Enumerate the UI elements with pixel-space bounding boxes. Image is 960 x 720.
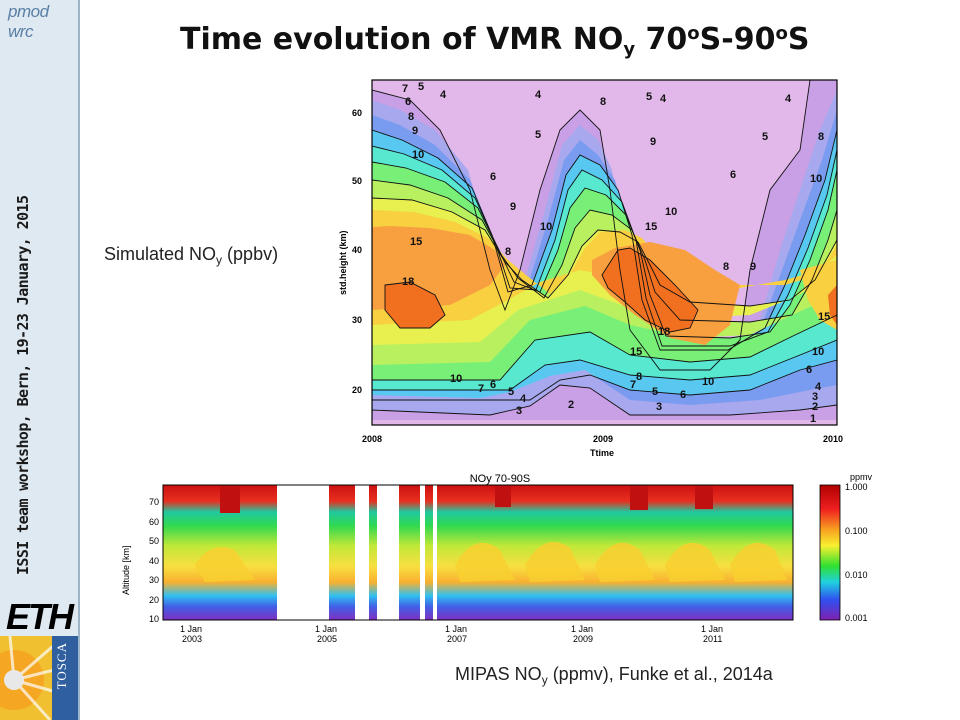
- svg-text:8: 8: [723, 261, 729, 273]
- mipas-y-30: 30: [149, 575, 159, 585]
- mipas-x-tick-2003: 2003: [182, 634, 202, 644]
- svg-text:8: 8: [636, 371, 642, 383]
- tosca-logo: [0, 636, 78, 720]
- svg-text:5: 5: [418, 81, 424, 93]
- mipas-x-tick-2005-top: 1 Jan: [315, 624, 337, 634]
- colorbar-tick-1: 1.000: [845, 482, 868, 492]
- svg-text:10: 10: [812, 346, 824, 358]
- mipas-y-label: Altitude [km]: [121, 545, 131, 595]
- page-title: Time evolution of VMR NOy 70oS-90oS: [180, 22, 810, 60]
- colorbar-title: ppmv: [850, 472, 873, 482]
- colorbar: [819, 484, 841, 621]
- svg-text:10: 10: [540, 221, 552, 233]
- y-tick-20: 20: [352, 385, 362, 395]
- simulated-label: Simulated NOy (ppbv): [104, 244, 279, 267]
- mipas-y-40: 40: [149, 556, 159, 566]
- y-tick-30: 30: [352, 315, 362, 325]
- svg-text:5: 5: [508, 386, 514, 398]
- svg-text:18: 18: [658, 326, 670, 338]
- x-axis-label: Ttime: [590, 448, 614, 458]
- svg-text:6: 6: [730, 169, 736, 181]
- svg-text:10: 10: [450, 373, 462, 385]
- svg-text:2: 2: [568, 399, 574, 411]
- svg-text:9: 9: [510, 201, 516, 213]
- colorbar-tick-2: 0.100: [845, 526, 868, 536]
- svg-text:15: 15: [645, 221, 657, 233]
- x-tick-2010: 2010: [823, 434, 843, 444]
- mipas-x-tick-2005: 2005: [317, 634, 337, 644]
- svg-text:7: 7: [402, 83, 408, 95]
- y-axis-label: std.height (km): [338, 230, 348, 295]
- y-tick-40: 40: [352, 245, 362, 255]
- svg-text:4: 4: [535, 89, 542, 101]
- x-tick-2009: 2009: [593, 434, 613, 444]
- svg-text:4: 4: [520, 393, 527, 405]
- svg-text:7: 7: [630, 379, 636, 391]
- mipas-y-10: 10: [149, 614, 159, 624]
- mipas-y-60: 60: [149, 517, 159, 527]
- svg-text:3: 3: [812, 391, 818, 403]
- mipas-x-tick-2011-top: 1 Jan: [701, 624, 723, 634]
- svg-text:4: 4: [815, 381, 822, 393]
- svg-text:4: 4: [660, 93, 667, 105]
- mipas-x-tick-2011: 2011: [703, 634, 722, 644]
- mipas-x-tick-2009-top: 1 Jan: [571, 624, 593, 634]
- svg-text:6: 6: [490, 171, 496, 183]
- svg-text:8: 8: [408, 111, 414, 123]
- svg-text:6: 6: [680, 389, 686, 401]
- svg-text:4: 4: [785, 93, 792, 105]
- svg-text:8: 8: [600, 96, 606, 108]
- svg-text:15: 15: [818, 311, 830, 323]
- svg-text:15: 15: [630, 346, 642, 358]
- svg-text:5: 5: [646, 91, 652, 103]
- svg-text:5: 5: [762, 131, 768, 143]
- svg-text:10: 10: [412, 149, 424, 161]
- mipas-x-tick-2003-top: 1 Jan: [180, 624, 202, 634]
- svg-text:2: 2: [812, 401, 818, 413]
- colorbar-tick-3: 0.010: [845, 570, 868, 580]
- mipas-chart: NOy 70-90S 10 20 30 40 50 60 70 Altitude…: [121, 472, 873, 644]
- svg-text:15: 15: [410, 236, 422, 248]
- mipas-y-70: 70: [149, 497, 159, 507]
- svg-text:7: 7: [478, 383, 484, 395]
- svg-text:3: 3: [516, 405, 522, 417]
- mipas-y-20: 20: [149, 595, 159, 605]
- y-tick-60: 60: [352, 108, 362, 118]
- svg-text:18: 18: [402, 276, 414, 288]
- svg-text:5: 5: [535, 129, 541, 141]
- svg-text:10: 10: [810, 173, 822, 185]
- svg-text:10: 10: [702, 376, 714, 388]
- sidebar: pmod wrc ISSI team workshop, Bern, 19-23…: [0, 0, 80, 720]
- y-tick-50: 50: [352, 176, 362, 186]
- mipas-y-50: 50: [149, 536, 159, 546]
- mipas-x-tick-2007: 2007: [447, 634, 467, 644]
- svg-text:8: 8: [818, 131, 824, 143]
- mipas-title: NOy 70-90S: [470, 473, 531, 485]
- mipas-x-tick-2007-top: 1 Jan: [445, 624, 467, 634]
- svg-text:6: 6: [806, 364, 812, 376]
- x-tick-2008: 2008: [362, 434, 382, 444]
- pmod-wrc-logo: pmod wrc: [8, 2, 49, 41]
- workshop-caption: ISSI team workshop, Bern, 19-23 January,…: [14, 195, 32, 575]
- svg-text:4: 4: [440, 89, 447, 101]
- eth-logo: ETH: [6, 596, 74, 637]
- colorbar-tick-4: 0.001: [845, 613, 868, 623]
- mipas-x-tick-2009: 2009: [573, 634, 593, 644]
- tosca-logo-text: TOSCA: [54, 642, 69, 690]
- svg-text:3: 3: [656, 401, 662, 413]
- svg-text:6: 6: [490, 379, 496, 391]
- svg-text:9: 9: [750, 261, 756, 273]
- mipas-label: MIPAS NOy (ppmv), Funke et al., 2014a: [455, 664, 773, 687]
- svg-text:9: 9: [412, 125, 418, 137]
- svg-text:5: 5: [652, 386, 658, 398]
- svg-text:1: 1: [810, 413, 816, 425]
- svg-text:9: 9: [650, 136, 656, 148]
- svg-text:6: 6: [405, 96, 411, 108]
- svg-text:8: 8: [505, 246, 511, 258]
- svg-text:10: 10: [665, 206, 677, 218]
